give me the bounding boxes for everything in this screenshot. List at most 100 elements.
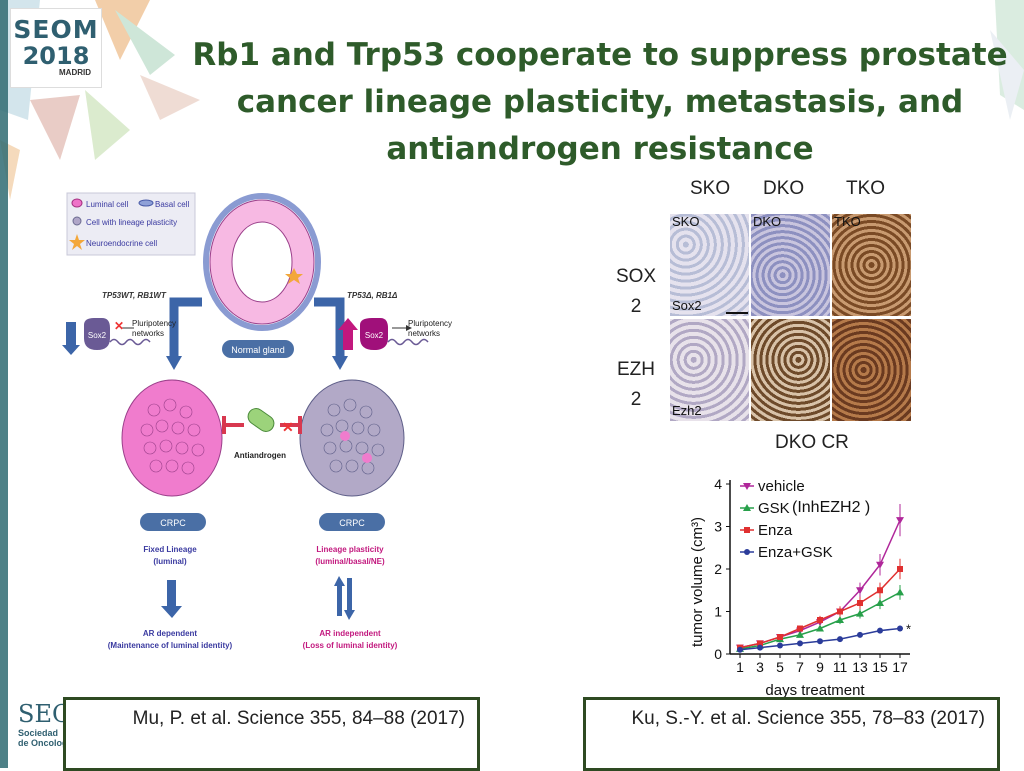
data-point [816, 624, 824, 632]
ihc-dko-ezh2 [751, 319, 830, 421]
legend-marker [743, 483, 751, 490]
normal-gland-label: Normal gland [231, 345, 285, 355]
data-point [876, 599, 884, 606]
row-header-ezh2: EZH 2 [606, 355, 666, 415]
data-point [877, 587, 883, 594]
col-header-tko: TKO [846, 178, 886, 199]
ar-dependent-sub: (Maintenance of luminal identity) [108, 641, 233, 650]
panel-label-sko: SKO [672, 214, 700, 229]
row-header-sox2-text: SOX 2 [615, 266, 657, 317]
diagram-svg: Luminal cell Basal cell Cell with lineag… [62, 192, 452, 650]
society-logo: SEO Sociedad de Oncolog [18, 700, 68, 768]
pluripotency-left-2: networks [132, 329, 164, 338]
ihc-tko-ezh2 [832, 319, 911, 421]
society-logo-line2: de Oncolog [18, 738, 68, 748]
crpc-right: CRPC [339, 518, 365, 528]
plastic-cell-icon [72, 216, 82, 226]
plastic-tumor [299, 379, 405, 497]
mut-genotype: TP53Δ, RB1Δ [347, 291, 398, 300]
ihc-dko-sox2: DKO [751, 214, 830, 316]
panel-label-dko: DKO [753, 214, 782, 229]
legend-marker [744, 549, 750, 555]
y-tick-label: 2 [714, 561, 722, 577]
society-logo-abbr: SEO [18, 700, 68, 728]
data-point [897, 566, 903, 572]
wt-genotype: TP53WT, RB1WT [102, 291, 167, 300]
sox2-right-label: Sox2 [365, 331, 384, 340]
fixed-lineage-sub: (luminal) [153, 557, 187, 566]
x-tick-label: 13 [852, 659, 868, 675]
data-point [796, 630, 804, 638]
legend-label: Enza+GSK [758, 544, 833, 561]
data-point [817, 638, 823, 645]
pluripotency-right-2: networks [408, 329, 440, 338]
antiandrogen-pill [247, 408, 275, 432]
x-tick-label: 1 [736, 659, 744, 675]
ar-independent: AR independent [319, 629, 381, 638]
ne-cell-icon [69, 234, 85, 250]
y-tick-label: 4 [714, 476, 722, 492]
panel-row-label-ezh2: Ezh2 [672, 403, 702, 418]
conference-logo: SEOM 2018 MADRID [10, 8, 102, 88]
sox2-left-label: Sox2 [88, 331, 107, 340]
pluripotency-left-1: Pluripotency [132, 319, 176, 328]
data-point [896, 517, 904, 525]
logo-year: 2018 [22, 42, 90, 70]
ihc-sko-ezh2: Ezh2 [670, 319, 749, 421]
y-tick-label: 3 [714, 519, 722, 535]
svg-text:✕: ✕ [282, 419, 294, 435]
legend-label: vehicle [758, 478, 805, 495]
data-point [777, 634, 783, 640]
society-logo-line1: Sociedad [18, 728, 59, 738]
data-point [897, 625, 903, 632]
logo-city: MADRID [59, 68, 91, 77]
y-tick-label: 1 [714, 604, 722, 620]
ihc-sko-sox2: SKO Sox2 [670, 214, 749, 316]
data-point [817, 617, 823, 623]
scale-bar [726, 312, 748, 314]
chart-annotation: (InhEZH2 ) [792, 499, 870, 516]
data-point [856, 609, 864, 617]
data-point [777, 642, 783, 649]
data-point [837, 636, 843, 643]
normal-gland-ring [203, 193, 321, 331]
luminal-cell-icon [71, 198, 83, 208]
ihc-caption: DKO CR [775, 432, 849, 453]
chart-ylabel: tumor volume (cm³) [689, 517, 706, 647]
plasticity: Lineage plasticity [316, 545, 384, 554]
data-point [797, 640, 803, 647]
x-tick-label: 3 [756, 659, 764, 675]
legend-basal: Basal cell [155, 200, 189, 209]
x-tick-label: 7 [796, 659, 804, 675]
fixed-lineage: Fixed Lineage [143, 545, 197, 554]
col-header-sko: SKO [690, 178, 731, 199]
lineage-plasticity-diagram: Luminal cell Basal cell Cell with lineag… [62, 190, 462, 678]
normal-gland-pill [222, 340, 294, 358]
x-tick-label: 11 [833, 659, 848, 675]
panel-row-label-sox2: Sox2 [672, 298, 702, 313]
x-tick-label: 17 [892, 659, 908, 675]
legend-luminal: Luminal cell [86, 200, 128, 209]
ar-independent-sub: (Loss of luminal identity) [303, 641, 398, 650]
data-point [837, 608, 843, 615]
crpc-left: CRPC [160, 518, 186, 528]
sox2-right [360, 318, 388, 350]
slide-title: Rb1 and Trp53 cooperate to suppress pros… [192, 37, 1008, 167]
sox2-left [84, 318, 110, 350]
data-point [737, 646, 743, 653]
data-point [876, 561, 884, 569]
data-point [836, 616, 844, 623]
data-point [797, 625, 803, 632]
legend-label: Enza [758, 522, 793, 539]
luminal-tumor [121, 379, 223, 497]
data-point [896, 588, 904, 596]
plasticity-sub: (luminal/basal/NE) [315, 557, 385, 566]
x-tick-label: 5 [776, 659, 784, 675]
ar-dependent: AR dependent [143, 629, 198, 638]
citation-ku: Ku, S.-Y. et al. Science 355, 78–83 (201… [583, 697, 1000, 771]
row-header-ezh2-text: EZH 2 [617, 359, 655, 410]
logo-text: SEOM [13, 15, 99, 44]
legend-plastic: Cell with lineage plasticity [86, 218, 177, 227]
panel-label-tko: TKO [834, 214, 861, 229]
